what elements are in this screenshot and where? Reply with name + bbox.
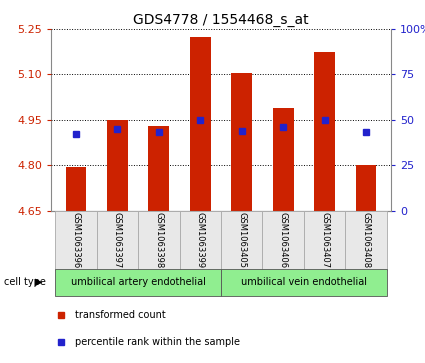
Text: GSM1063399: GSM1063399 [196, 212, 205, 269]
Title: GDS4778 / 1554468_s_at: GDS4778 / 1554468_s_at [133, 13, 309, 26]
Text: cell type: cell type [4, 277, 46, 287]
Bar [55, 269, 221, 296]
Text: GSM1063398: GSM1063398 [154, 212, 163, 269]
Text: umbilical artery endothelial: umbilical artery endothelial [71, 277, 206, 287]
Text: GSM1063406: GSM1063406 [279, 212, 288, 269]
Bar [107, 121, 127, 211]
Text: GSM1063405: GSM1063405 [237, 212, 246, 268]
Bar [148, 126, 169, 211]
Bar [346, 211, 387, 270]
Bar [221, 211, 263, 270]
Bar [65, 167, 86, 211]
Bar [190, 37, 211, 211]
Text: GSM1063407: GSM1063407 [320, 212, 329, 269]
Text: umbilical vein endothelial: umbilical vein endothelial [241, 277, 367, 287]
Text: GSM1063397: GSM1063397 [113, 212, 122, 269]
Text: percentile rank within the sample: percentile rank within the sample [75, 337, 240, 347]
Bar [221, 269, 387, 296]
Bar [273, 108, 294, 211]
Bar [304, 211, 346, 270]
Bar [231, 73, 252, 211]
Bar [314, 52, 335, 211]
Text: transformed count: transformed count [75, 310, 166, 320]
Bar [138, 211, 179, 270]
Bar [356, 165, 377, 211]
Bar [179, 211, 221, 270]
Bar [263, 211, 304, 270]
Text: ▶: ▶ [35, 277, 42, 287]
Text: GSM1063408: GSM1063408 [362, 212, 371, 269]
Bar [55, 211, 96, 270]
Bar [96, 211, 138, 270]
Text: GSM1063396: GSM1063396 [71, 212, 80, 269]
